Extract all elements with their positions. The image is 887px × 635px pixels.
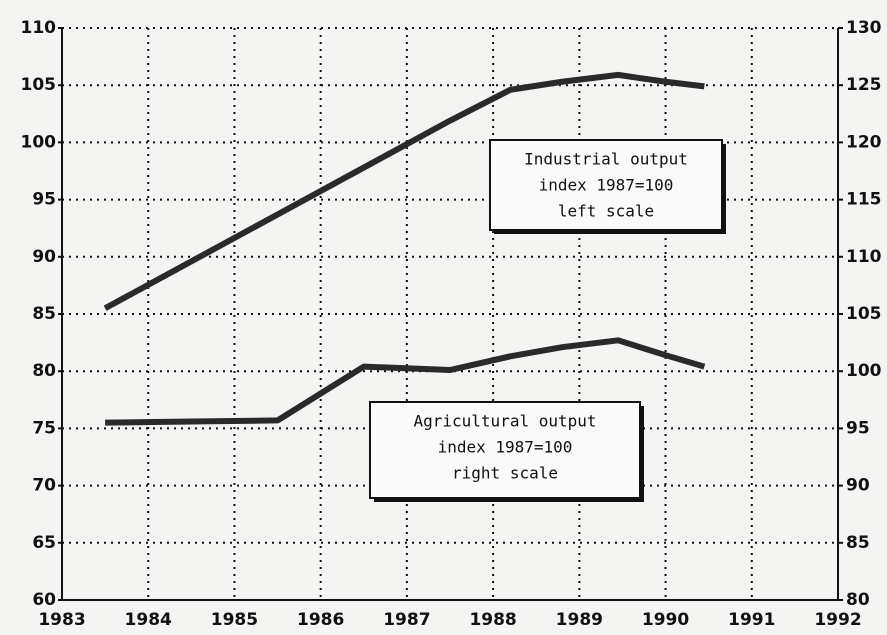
y-tick-label: 80 xyxy=(32,361,56,381)
x-tick-label: 1989 xyxy=(556,610,603,630)
y-tick-label: 70 xyxy=(32,476,56,496)
annotation-shadow xyxy=(494,230,726,234)
annotation-text: index 1987=100 xyxy=(438,438,573,457)
annotation-text: Industrial output xyxy=(524,150,688,169)
y-tick-label: 95 xyxy=(32,190,56,210)
y2-tick-label: 95 xyxy=(846,418,870,438)
x-tick-label: 1990 xyxy=(642,610,689,630)
y-tick-label: 105 xyxy=(21,75,57,95)
y-tick-label: 110 xyxy=(21,18,57,38)
x-tick-label: 1987 xyxy=(383,610,430,630)
annotation-shadow xyxy=(374,498,644,502)
y2-tick-label: 125 xyxy=(846,75,882,95)
y2-tick-label: 105 xyxy=(846,304,882,324)
y-tick-label: 85 xyxy=(32,304,56,324)
x-tick-label: 1986 xyxy=(297,610,344,630)
y2-tick-label: 110 xyxy=(846,247,882,267)
annotation-box xyxy=(489,139,723,231)
annotation-shadow xyxy=(640,406,644,502)
y-tick-label: 90 xyxy=(32,247,56,267)
x-tick-label: 1988 xyxy=(469,610,516,630)
y-tick-label: 60 xyxy=(32,590,56,610)
series-line xyxy=(105,337,706,426)
y2-tick-label: 120 xyxy=(846,132,882,152)
y2-tick-label: 80 xyxy=(846,590,870,610)
x-tick-label: 1983 xyxy=(38,610,85,630)
series-line xyxy=(103,71,705,311)
annotation-text: left scale xyxy=(558,202,654,221)
y2-tick-label: 100 xyxy=(846,361,882,381)
x-tick-label: 1985 xyxy=(211,610,258,630)
y2-tick-label: 85 xyxy=(846,533,870,553)
annotation-shadow xyxy=(722,144,726,234)
y-tick-label: 100 xyxy=(21,132,57,152)
y2-tick-label: 130 xyxy=(846,18,882,38)
x-tick-label: 1991 xyxy=(728,610,775,630)
annotation-text: Agricultural output xyxy=(413,412,596,431)
annotation-text: right scale xyxy=(452,464,558,483)
y-tick-label: 75 xyxy=(32,418,56,438)
x-tick-label: 1992 xyxy=(814,610,861,630)
x-tick-label: 1984 xyxy=(125,610,172,630)
annotation-text: index 1987=100 xyxy=(539,176,674,195)
y-tick-label: 65 xyxy=(32,533,56,553)
y2-tick-label: 90 xyxy=(846,476,870,496)
y2-tick-label: 115 xyxy=(846,190,882,210)
